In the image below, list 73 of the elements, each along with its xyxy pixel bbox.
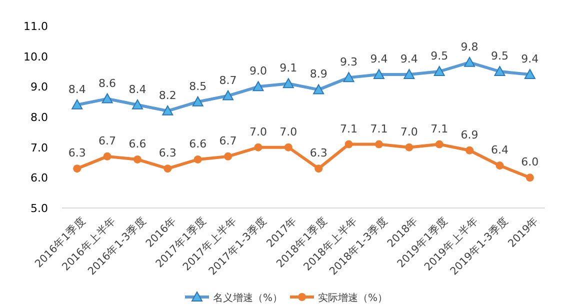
point [164,164,172,173]
data-label: 6.4 [490,144,508,157]
data-label: 7.1 [340,122,358,136]
data-label: 9.3 [340,56,358,69]
data-label: 6.3 [158,146,176,160]
point [102,93,113,104]
data-label: 7.0 [249,125,267,138]
legend-label: 名义增速（%） [213,292,283,304]
point [282,78,294,88]
data-label: 9.0 [249,64,267,78]
y-tick-label: 10.0 [24,50,48,64]
point [374,140,383,148]
data-label: 6.9 [460,128,478,142]
y-tick-label: 8.0 [30,111,48,124]
point [434,66,445,76]
data-label: 7.0 [280,125,298,138]
point [404,69,415,80]
point [464,56,476,67]
data-label: 8.4 [68,82,86,96]
data-label: 6.3 [310,146,328,160]
point [373,69,384,80]
data-label: 7.1 [370,122,388,136]
data-label: 6.7 [98,134,116,148]
data-label: 7.0 [400,125,418,138]
point [494,66,506,76]
point [405,143,414,152]
point [524,69,536,80]
y-tick-label: 9.0 [30,80,48,94]
point [284,143,292,152]
data-label: 8.5 [189,80,207,93]
data-label: 7.1 [430,122,448,136]
data-label: 9.5 [430,50,448,62]
point [496,162,504,170]
point [194,155,202,164]
data-label: 9.8 [460,40,478,54]
point [254,143,262,152]
data-label: 6.6 [189,137,207,150]
point [314,164,323,173]
data-label: 9.4 [521,52,539,66]
data-label: 6.6 [128,137,146,150]
y-tick-label: 5.0 [30,202,48,215]
point [73,164,82,173]
point [162,105,174,116]
data-label: 8.7 [219,74,237,87]
y-tick-label: 6.0 [30,172,48,185]
point [313,84,324,94]
data-label: 6.7 [219,134,237,148]
data-label: 9.1 [280,62,298,75]
point [222,90,234,100]
data-label: 9.4 [400,52,418,66]
data-label: 8.6 [98,76,116,90]
y-tick-label: 11.0 [24,20,48,33]
point [466,146,474,154]
point [343,72,354,82]
data-label: 6.0 [521,156,539,169]
data-label: 9.4 [370,52,388,66]
point [132,99,143,110]
point [72,99,83,110]
legend-label: 实际增速（%） [318,292,388,304]
point [224,152,232,160]
point [192,96,204,106]
data-label: 8.9 [310,68,328,81]
point [344,140,353,148]
point [252,81,264,92]
y-tick-label: 7.0 [30,141,48,154]
data-label: 9.5 [490,50,508,62]
point [526,174,534,182]
point [103,152,112,160]
data-label: 8.2 [158,88,176,102]
data-label: 6.3 [68,146,86,160]
data-label: 8.4 [128,82,146,96]
point [435,140,444,148]
point [133,155,142,164]
